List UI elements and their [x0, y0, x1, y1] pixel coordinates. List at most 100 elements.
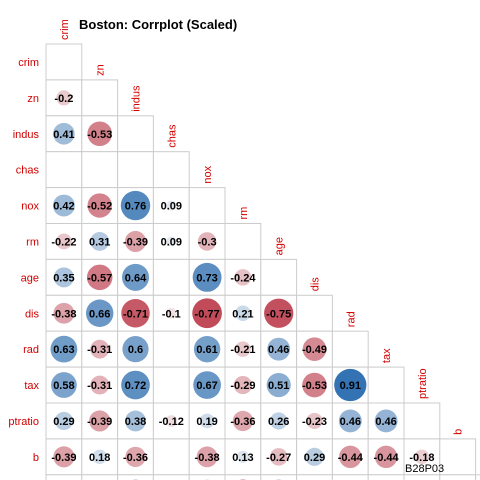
corr-value-b-dis: 0.29 [304, 452, 325, 464]
corr-value-b-zn: 0.18 [89, 452, 110, 464]
column-label-tax: tax [381, 348, 393, 363]
corr-circle-nox-indus [120, 190, 151, 221]
cell-lstat-indus [117, 474, 154, 480]
corr-value-tax-crim: 0.58 [53, 380, 74, 392]
corr-circle-age-zn [86, 264, 113, 291]
corr-value-indus-zn: -0.53 [87, 129, 112, 141]
corr-value-ptratio-indus: 0.38 [125, 416, 146, 428]
row-label-tax: tax [24, 380, 39, 392]
corr-circle-tax-age [266, 372, 291, 398]
corr-value-age-zn: -0.57 [87, 272, 112, 284]
corr-value-tax-rm: -0.29 [230, 380, 255, 392]
corr-circle-age-rm [234, 269, 252, 286]
corr-circle-b-rad [339, 445, 362, 469]
corr-circle-dis-crim [53, 302, 75, 324]
corr-value-b-tax: -0.44 [374, 452, 400, 464]
corr-value-zn-crim: -0.2 [54, 93, 73, 105]
corr-circle-tax-rad [334, 368, 367, 402]
corr-value-dis-rm: 0.21 [232, 308, 253, 320]
cell-chas-indus [117, 151, 154, 189]
corr-value-dis-indus: -0.71 [123, 308, 148, 320]
corr-circle-tax-zn [90, 375, 110, 395]
cell-nox-nox [188, 187, 226, 225]
corr-circle-ptratio-rm [232, 410, 254, 432]
corr-circle-b-zn [92, 449, 107, 465]
corr-circle-dis-rm [235, 305, 251, 321]
corr-value-age-nox: 0.73 [196, 272, 217, 284]
corr-value-ptratio-zn: -0.39 [87, 416, 112, 428]
row-label-age: age [21, 272, 39, 284]
corr-value-nox-crim: 0.42 [53, 201, 74, 213]
cell-tax-tax [367, 366, 405, 404]
corrplot-cells: crim crim zn zn -0.2 indus indus 0.41 -0.53 chas c… [8, 19, 480, 480]
corr-value-nox-indus: 0.76 [125, 201, 146, 213]
corr-circle-age-crim [53, 267, 74, 288]
corr-value-dis-chas: -0.1 [162, 308, 181, 320]
corr-value-ptratio-nox: 0.19 [196, 416, 217, 428]
corr-value-dis-zn: 0.66 [89, 308, 110, 320]
cell-lstat-age [260, 474, 298, 480]
corr-value-ptratio-age: 0.26 [268, 416, 289, 428]
corr-value-ptratio-rm: -0.36 [230, 416, 255, 428]
cell-b-chas [152, 438, 190, 476]
corr-circle-ptratio-tax [374, 409, 398, 433]
corr-circle-rm-zn [90, 232, 110, 251]
corr-value-rad-indus: 0.6 [128, 344, 143, 356]
corr-circle-rad-indus [122, 336, 149, 363]
cell-lstat-crim [45, 474, 83, 480]
cell-rad-chas [152, 330, 190, 368]
corr-circle-b-dis [305, 447, 324, 466]
corr-circle-b-ptratio [414, 449, 430, 465]
corr-value-rm-zn: 0.31 [89, 236, 110, 248]
corr-circle-rm-chas [166, 236, 177, 247]
column-label-crim: crim [59, 19, 71, 40]
row-label-rad: rad [23, 344, 39, 356]
cell-lstat-dis [296, 474, 333, 480]
cell-rm-rm [224, 223, 262, 260]
corr-circle-dis-indus [121, 299, 150, 328]
cell-lstat-b [439, 474, 477, 480]
corr-value-tax-nox: 0.67 [196, 380, 217, 392]
corr-circle-rad-zn [90, 339, 110, 359]
corr-circle-ptratio-indus [125, 410, 146, 432]
corr-circle-rad-age [267, 337, 291, 361]
corr-value-dis-nox: -0.77 [195, 308, 220, 320]
corr-value-ptratio-dis: -0.23 [302, 416, 327, 428]
corr-value-tax-rad: 0.91 [340, 380, 361, 392]
cell-lstat-ptratio [403, 474, 441, 480]
corr-value-rm-nox: -0.3 [198, 236, 217, 248]
cell-lstat-tax [367, 474, 405, 480]
corr-circle-dis-chas [165, 307, 177, 319]
cell-zn-zn [81, 79, 119, 117]
corr-circle-b-crim [53, 446, 75, 468]
corr-circle-ptratio-zn [89, 410, 111, 432]
cell-lstat-zn [81, 474, 119, 480]
column-label-rad: rad [345, 311, 357, 327]
corr-value-rad-age: 0.46 [268, 344, 289, 356]
row-label-indus: indus [13, 129, 40, 141]
corr-circle-dis-zn [85, 299, 114, 327]
row-label-zn: zn [27, 93, 39, 105]
corr-value-ptratio-chas: -0.12 [159, 416, 184, 428]
corr-circle-b-age [269, 448, 288, 466]
column-label-zn: zn [95, 64, 107, 76]
corr-value-b-rad: -0.44 [338, 452, 364, 464]
footer-tag: B28P03 [405, 463, 444, 475]
cell-ptratio-ptratio [403, 402, 441, 440]
corr-value-b-rm: 0.13 [232, 452, 253, 464]
corr-circle-tax-nox [193, 371, 221, 399]
cell-lstat-rm [224, 474, 262, 480]
corr-circle-nox-crim [52, 194, 75, 217]
row-label-nox: nox [21, 201, 39, 213]
column-label-rm: rm [238, 207, 250, 220]
corr-circle-ptratio-nox [199, 413, 215, 429]
cell-chas-chas [152, 151, 190, 189]
chart-title: Boston: Corrplot (Scaled) [79, 17, 237, 32]
corr-circle-rad-dis [302, 337, 327, 361]
column-label-age: age [274, 237, 286, 255]
cell-lstat-rad [331, 474, 369, 480]
corr-value-tax-zn: -0.31 [87, 380, 112, 392]
column-label-indus: indus [131, 85, 143, 112]
corr-circle-ptratio-age [270, 412, 288, 430]
